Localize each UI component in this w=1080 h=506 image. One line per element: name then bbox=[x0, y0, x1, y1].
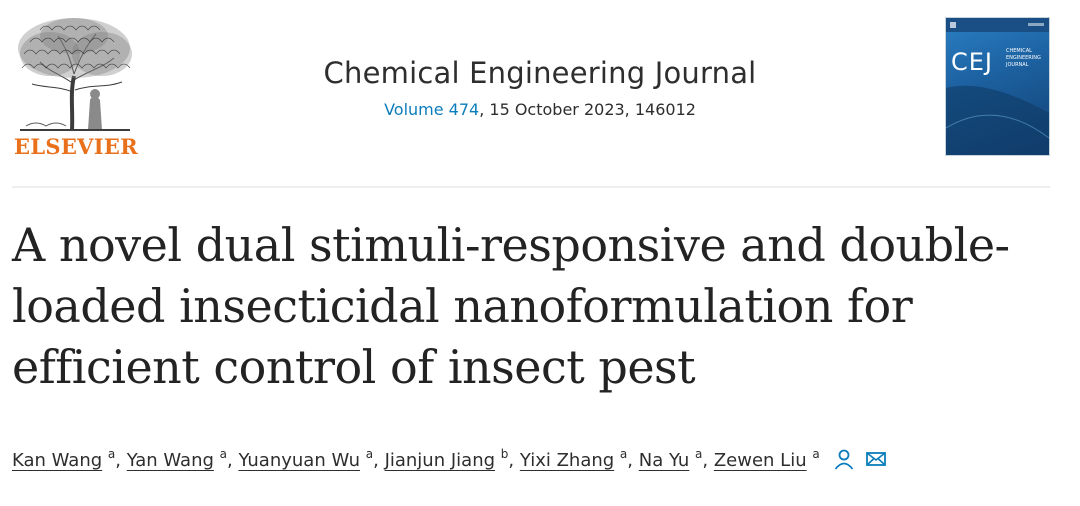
issue-details: , 15 October 2023, 146012 bbox=[479, 100, 696, 119]
author-list: Kan Wang a, Yan Wang a, Yuanyuan Wu a, J… bbox=[12, 447, 1072, 471]
cover-subtitle-2: ENGINEERING bbox=[1006, 55, 1041, 61]
affiliation-marker[interactable]: a bbox=[695, 447, 703, 461]
separator: , bbox=[227, 450, 239, 471]
separator: , bbox=[702, 450, 714, 471]
separator: , bbox=[508, 450, 520, 471]
author-item[interactable]: Kan Wang a bbox=[12, 447, 116, 471]
cover-art: CEJ CHEMICAL ENGINEERING JOURNAL bbox=[946, 18, 1049, 155]
title-line-2: loaded insecticidal nanoformulation for bbox=[12, 279, 913, 333]
cover-subtitle-1: CHEMICAL bbox=[1006, 48, 1032, 54]
issue-line: Volume 474, 15 October 2023, 146012 bbox=[0, 100, 1080, 119]
journal-title-link[interactable]: Chemical Engineering Journal bbox=[323, 56, 757, 90]
author-item[interactable]: Na Yu a bbox=[638, 447, 703, 471]
tree-icon bbox=[18, 18, 132, 131]
separator: , bbox=[115, 450, 127, 471]
affiliation-marker[interactable]: a bbox=[812, 447, 820, 461]
journal-cover[interactable]: CEJ CHEMICAL ENGINEERING JOURNAL bbox=[945, 17, 1050, 156]
affiliation-marker[interactable]: a bbox=[107, 447, 116, 461]
author-item[interactable]: Yuanyuan Wu a bbox=[238, 447, 374, 471]
cover-subtitle-3: JOURNAL bbox=[1005, 62, 1029, 68]
affiliation-marker[interactable]: a bbox=[219, 447, 227, 461]
title-line-1: A novel dual stimuli-responsive and doub… bbox=[12, 218, 1010, 272]
journal-header: ELSEVIER Chemical Engineering Journal Vo… bbox=[0, 0, 1080, 186]
author-name[interactable]: Na Yu bbox=[638, 450, 690, 471]
cover-abbrev: CEJ bbox=[951, 48, 993, 76]
affiliation-marker[interactable]: b bbox=[500, 447, 509, 461]
author-item[interactable]: Yixi Zhang a bbox=[519, 447, 628, 471]
author-item[interactable]: Yan Wang a bbox=[126, 447, 227, 471]
affiliation-marker[interactable]: a bbox=[619, 447, 628, 461]
author-item[interactable]: Jianjun Jiang b bbox=[384, 447, 509, 471]
author-item[interactable]: Zewen Liu a bbox=[713, 447, 820, 471]
header-divider bbox=[12, 186, 1050, 188]
author-name[interactable]: Yan Wang bbox=[126, 450, 214, 471]
person-icon[interactable] bbox=[833, 448, 855, 470]
publisher-name: ELSEVIER bbox=[14, 134, 138, 159]
author-name[interactable]: Zewen Liu bbox=[713, 450, 807, 471]
title-line-3: efficient control of insect pest bbox=[12, 340, 696, 394]
article-title: A novel dual stimuli-responsive and doub… bbox=[12, 215, 1062, 398]
author-name[interactable]: Jianjun Jiang bbox=[384, 450, 496, 471]
elsevier-logo[interactable]: ELSEVIER bbox=[10, 14, 140, 162]
volume-link[interactable]: Volume 474 bbox=[384, 100, 480, 119]
author-name[interactable]: Kan Wang bbox=[12, 450, 103, 471]
separator: , bbox=[627, 450, 639, 471]
separator: , bbox=[373, 450, 385, 471]
email-icon[interactable] bbox=[865, 448, 887, 470]
journal-info: Chemical Engineering Journal Volume 474,… bbox=[0, 56, 1080, 119]
author-name[interactable]: Yuanyuan Wu bbox=[238, 450, 361, 471]
affiliation-marker[interactable]: a bbox=[365, 447, 374, 461]
author-name[interactable]: Yixi Zhang bbox=[519, 450, 615, 471]
